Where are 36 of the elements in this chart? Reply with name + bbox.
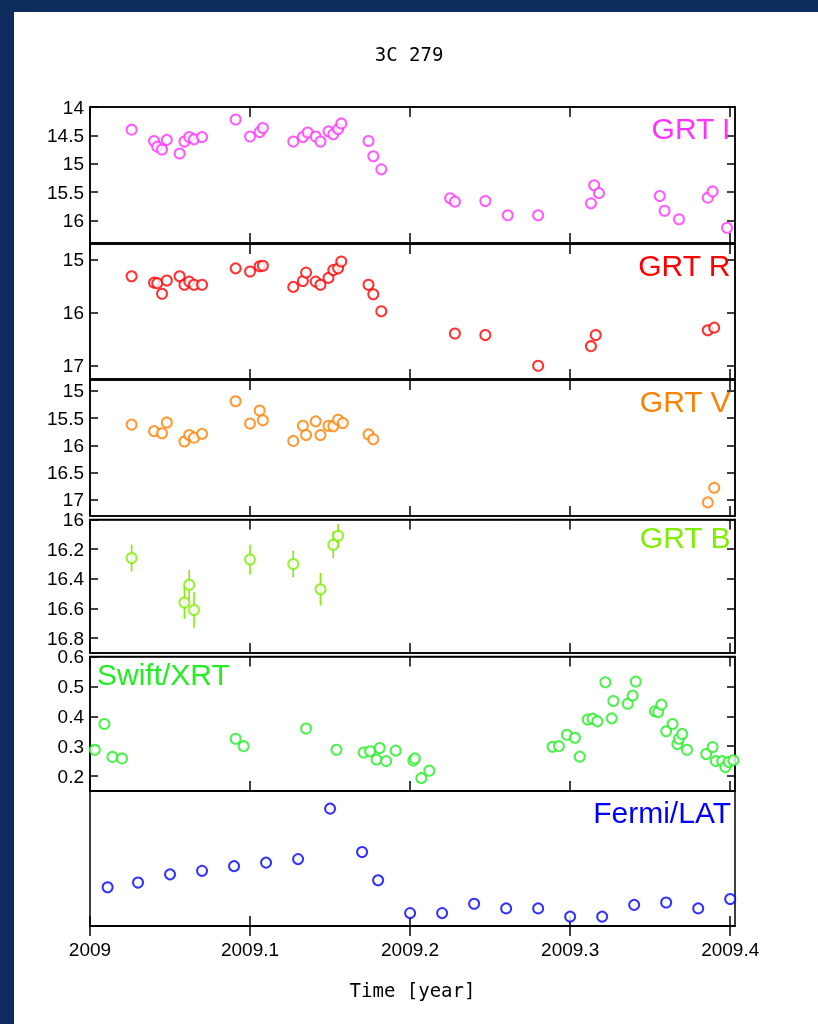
x-tick-label: 2009.2	[381, 939, 440, 960]
y-tick-label: 15.5	[47, 181, 84, 203]
y-tick-label: 0.5	[57, 675, 84, 697]
series-label: GRT I	[651, 111, 731, 145]
y-tick-label: 16	[62, 509, 84, 530]
x-tick-label: 2009.1	[220, 939, 280, 960]
x-tick-label: 2009.4	[701, 939, 760, 960]
y-tick-label: 15.5	[47, 407, 84, 429]
y-tick-label: 17	[62, 355, 84, 377]
y-tick-label: 16	[62, 434, 84, 456]
y-tick-label: 14.5	[47, 124, 84, 146]
x-tick-label: 2009.3	[541, 939, 600, 960]
chart-title: 3C 279	[374, 42, 444, 65]
x-axis-title: Time [year]	[349, 978, 476, 1001]
y-tick-label: 0.2	[57, 765, 84, 787]
x-tick-label: 2009	[68, 939, 112, 960]
y-tick-label: 16	[62, 209, 84, 231]
text: GRT V	[639, 384, 731, 418]
y-tick-label: 16	[62, 302, 84, 324]
y-tick-label: 16.8	[47, 627, 84, 649]
y-tick-label: 15	[62, 380, 84, 402]
y-tick-label: 15	[62, 153, 84, 175]
y-tick-label: 16.6	[47, 598, 84, 619]
y-tick-label: 16.4	[47, 568, 85, 590]
y-tick-label: 14	[62, 96, 85, 118]
y-tick-label: 16.2	[47, 538, 84, 560]
y-tick-label: 15	[62, 249, 84, 271]
text: GRT B	[639, 520, 731, 554]
series-label: GRT R	[638, 248, 731, 282]
y-tick-label: 0.4	[57, 705, 85, 727]
y-tick-label: 16.5	[47, 461, 84, 483]
series-label: Swift/XRT	[97, 657, 230, 691]
y-tick-label: 17	[62, 489, 84, 511]
y-tick-label: 0.6	[57, 646, 84, 667]
text: Fermi/LAT	[593, 795, 732, 829]
y-tick-label: 0.3	[57, 735, 84, 757]
